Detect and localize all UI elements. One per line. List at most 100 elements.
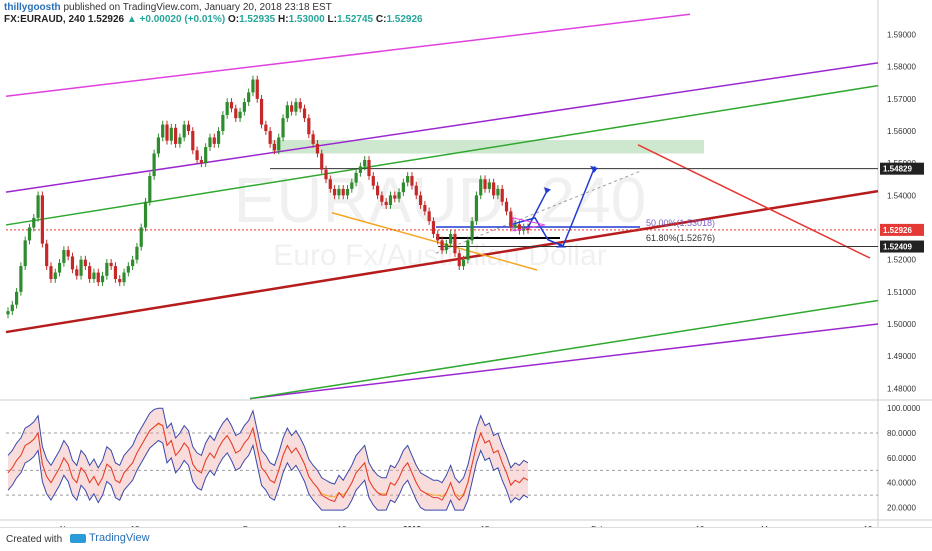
candle-body	[492, 182, 496, 196]
candle-body	[504, 201, 509, 212]
candle-body	[264, 124, 268, 132]
time-tick-label: 19	[696, 525, 705, 527]
low-value: 1.52745	[336, 14, 374, 25]
darkred-trendline[interactable]	[5, 189, 879, 334]
tradingview-link[interactable]: TradingView	[70, 532, 150, 544]
blue-forecast-path[interactable]	[511, 166, 596, 248]
candle-body	[88, 266, 92, 279]
candle-body	[345, 188, 350, 196]
up-arrow-icon: ▲	[126, 14, 137, 25]
candle-body	[225, 102, 229, 115]
candle-body	[255, 79, 259, 99]
candle-body	[27, 227, 32, 241]
magenta-channel-line[interactable]	[5, 13, 691, 98]
candle-body	[122, 272, 126, 283]
annotations[interactable]: 50.00%(1.53018) 61.80%(1.52676)	[511, 165, 715, 248]
candle-body	[324, 169, 328, 180]
candle-body	[500, 188, 504, 202]
price-change: +0.00020 (+0.01%)	[139, 14, 226, 25]
created-with-text: Created with	[6, 534, 63, 545]
candle-body	[496, 188, 500, 196]
candle-body	[259, 98, 264, 125]
candle-body	[427, 211, 431, 222]
price-tick-label: 1.58000	[887, 63, 916, 72]
candle-body	[165, 124, 169, 141]
candle-body	[6, 311, 10, 315]
watermark: EURAUD, 240 Euro Fx/Australian Dollar	[234, 164, 647, 272]
candle-body	[526, 227, 530, 230]
purple-channel-upper[interactable]	[5, 62, 879, 193]
candle-body	[268, 131, 272, 144]
blue-forecast-short[interactable]	[527, 188, 549, 228]
chart-canvas[interactable]: EURAUD, 240 Euro Fx/Australian Dollar 50…	[0, 0, 932, 527]
time-tick-label: 15	[481, 525, 490, 527]
candle-body	[79, 259, 83, 276]
candle-body	[461, 259, 466, 267]
candle-body	[199, 159, 203, 164]
price-label-box	[880, 240, 924, 253]
candle-body	[337, 188, 341, 196]
red-trendline[interactable]	[637, 144, 871, 259]
candle-body	[272, 143, 277, 151]
candle-body	[285, 105, 289, 119]
publisher-name[interactable]: thillygoosth	[4, 2, 61, 13]
dashed-projection-line[interactable]	[435, 170, 641, 254]
ohlc-line: FX:EURAUD, 240 1.52926 ▲ +0.00020 (+0.01…	[4, 14, 423, 26]
price-tick-label: 1.48000	[887, 384, 916, 393]
candle-body	[384, 201, 388, 205]
published-text: published on TradingView.com, January 20…	[63, 2, 332, 13]
candle-body	[49, 266, 53, 279]
candle-body	[479, 179, 483, 196]
zones	[272, 140, 704, 154]
time-axis[interactable]: Nov 13 Dec 18 2018 15 Feb 19 Mar 19	[60, 525, 873, 527]
candle-body	[36, 195, 40, 218]
price-axis[interactable]: 1.590001.580001.570001.560001.550001.540…	[880, 31, 924, 513]
candle-body	[414, 185, 418, 196]
candle-body	[290, 105, 294, 112]
chart-header: thillygoosth published on TradingView.co…	[4, 2, 423, 26]
rsi-tick-label: 20.0000	[887, 504, 916, 513]
candle-body	[470, 221, 474, 241]
watermark-symbol: EURAUD, 240	[234, 164, 647, 236]
candle-body	[113, 266, 118, 279]
supply-zone	[272, 140, 704, 154]
candle-body	[148, 176, 152, 202]
candle-body	[32, 217, 36, 228]
candle-body	[358, 166, 362, 173]
rsi-panel	[6, 407, 878, 511]
candles	[6, 75, 530, 319]
candle-body	[75, 269, 79, 276]
open-value: 1.52935	[239, 14, 276, 25]
candle-body	[45, 243, 49, 267]
footer: Created with TradingView	[0, 527, 932, 551]
candle-body	[393, 195, 397, 199]
time-tick-label: 18	[338, 525, 347, 527]
green-channel-lower[interactable]	[249, 299, 879, 400]
price-label-box	[880, 162, 924, 175]
candle-body	[320, 153, 324, 170]
candle-body	[186, 124, 191, 132]
candle-body	[397, 192, 401, 199]
candle-body	[513, 224, 517, 228]
candle-body	[139, 227, 143, 247]
rsi-tick-label: 100.0000	[887, 404, 921, 413]
close-value: 1.52926	[386, 14, 423, 25]
purple-channel-lower[interactable]	[249, 323, 879, 400]
orange-support-line[interactable]	[331, 211, 538, 271]
fib-label: 61.80%(1.52676)	[646, 233, 715, 243]
time-tick-label: 2018	[403, 525, 421, 527]
candle-body	[178, 137, 182, 144]
rsi-line	[7, 422, 529, 502]
rsi-band-upper	[7, 407, 529, 485]
candle-body	[483, 179, 487, 189]
candle-body	[474, 195, 479, 222]
triangle-pattern[interactable]	[512, 217, 546, 232]
candle-body	[354, 172, 358, 183]
price-tick-label: 1.57000	[887, 95, 916, 104]
candle-body	[375, 185, 380, 196]
candle-body	[302, 108, 307, 119]
candle-body	[457, 253, 461, 267]
rsi-tick-label: 80.0000	[887, 429, 916, 438]
candle-body	[333, 188, 337, 196]
price-label: 1.52409	[883, 243, 912, 252]
